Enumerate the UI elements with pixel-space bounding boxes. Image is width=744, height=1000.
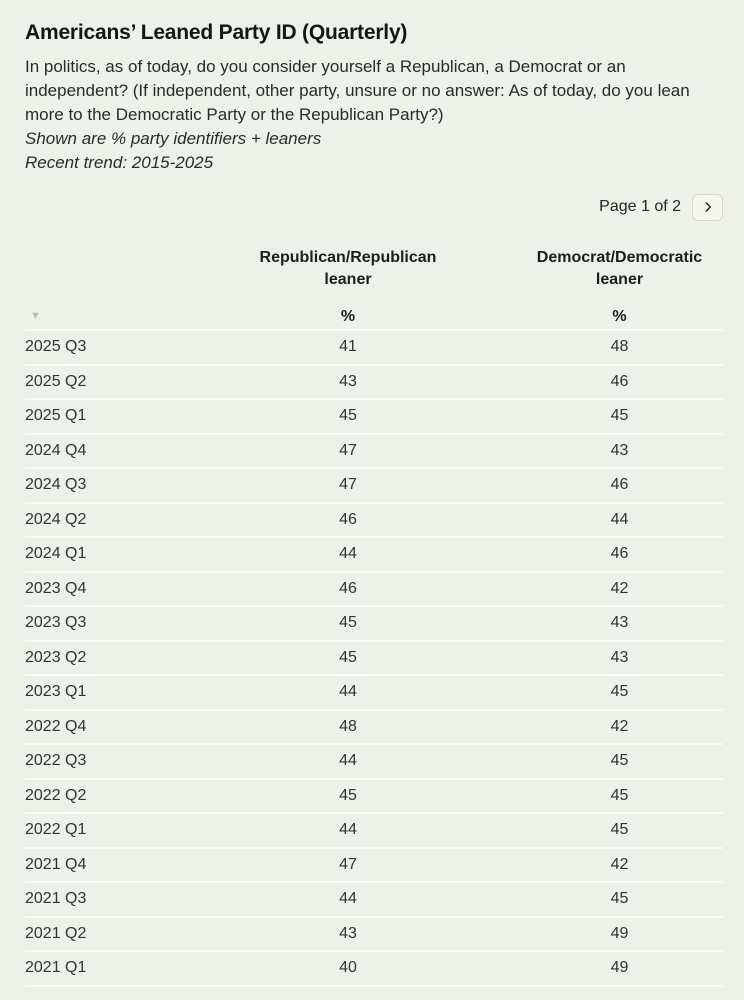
- democrat-value: 43: [610, 614, 629, 632]
- table-row: 2025 Q3 41 48: [25, 331, 723, 366]
- republican-value: 44: [339, 821, 357, 839]
- table-header-row: Republican/Republican leaner Democrat/De…: [25, 247, 723, 291]
- republican-value: 40: [339, 959, 357, 977]
- table-row: 2023 Q4 46 42: [25, 573, 723, 607]
- table-row: 2024 Q3 47 46: [25, 469, 723, 504]
- row-quarter-label: 2022 Q2: [25, 786, 87, 804]
- table-row: 2023 Q1 44 45: [25, 676, 723, 711]
- democrat-value: 44: [610, 510, 629, 528]
- republican-value: 46: [339, 510, 357, 528]
- democrat-value: 42: [610, 855, 629, 873]
- democrat-value: 42: [610, 717, 629, 735]
- row-quarter-label: 2025 Q1: [25, 407, 87, 425]
- democrat-value: 45: [610, 890, 629, 908]
- republican-value: 43: [339, 372, 357, 390]
- democrat-value: 46: [610, 545, 629, 563]
- table-row: 2023 Q3 45 43: [25, 607, 723, 642]
- table-row: 2021 Q2 43 49: [25, 918, 723, 952]
- column-header-republican[interactable]: Republican/Republican leaner: [259, 249, 437, 288]
- table-row: 2024 Q1 44 46: [25, 538, 723, 573]
- democrat-value: 49: [610, 959, 629, 977]
- row-quarter-label: 2023 Q2: [25, 648, 87, 666]
- democrat-value: 46: [610, 372, 629, 390]
- table-row: 2023 Q2 45 43: [25, 642, 723, 676]
- table-row: 2025 Q1 45 45: [25, 400, 723, 435]
- quarter-column-header: [25, 247, 180, 291]
- row-quarter-label: 2021 Q2: [25, 924, 87, 942]
- row-quarter-label: 2022 Q4: [25, 717, 87, 735]
- democrat-value: 43: [610, 441, 629, 459]
- row-quarter-label: 2022 Q3: [25, 752, 87, 770]
- republican-value: 45: [339, 407, 357, 425]
- republican-value: 47: [339, 441, 357, 459]
- table-body: 2025 Q3 41 48 2025 Q2 43 46 2025 Q1 45 45 2024 Q4…: [25, 331, 723, 987]
- table-row: 2021 Q3 44 45: [25, 883, 723, 918]
- pagination: Page 1 of 2: [25, 193, 723, 221]
- republican-value: 44: [339, 752, 357, 770]
- chevron-right-icon: [701, 200, 715, 214]
- row-quarter-label: 2024 Q1: [25, 545, 87, 563]
- table-row: 2022 Q3 44 45: [25, 745, 723, 780]
- row-quarter-label: 2024 Q2: [25, 510, 87, 528]
- republican-value: 43: [339, 924, 357, 942]
- table-row: 2022 Q1 44 45: [25, 814, 723, 849]
- republican-value: 45: [339, 786, 357, 804]
- republican-value: 46: [339, 579, 357, 597]
- table-row: 2025 Q2 43 46: [25, 366, 723, 400]
- democrat-value: 42: [610, 579, 629, 597]
- republican-value: 44: [339, 545, 357, 563]
- row-quarter-label: 2021 Q4: [25, 855, 87, 873]
- column-header-democrat[interactable]: Democrat/Democratic leaner: [536, 249, 703, 288]
- republican-value: 47: [339, 855, 357, 873]
- democrat-value: 46: [610, 476, 629, 494]
- row-quarter-label: 2024 Q3: [25, 476, 87, 494]
- row-quarter-label: 2022 Q1: [25, 821, 87, 839]
- row-quarter-label: 2021 Q1: [25, 959, 87, 977]
- democrat-value: 45: [610, 752, 629, 770]
- row-quarter-label: 2021 Q3: [25, 890, 87, 908]
- note-shown: Shown are % party identifiers + leaners: [25, 129, 322, 148]
- republican-value: 47: [339, 476, 357, 494]
- page-title: Americans’ Leaned Party ID (Quarterly): [25, 21, 408, 44]
- democrat-value: 48: [610, 338, 629, 356]
- row-quarter-label: 2023 Q4: [25, 579, 87, 597]
- table-row: 2024 Q4 47 43: [25, 435, 723, 469]
- sort-descending-icon[interactable]: ▼: [30, 310, 41, 322]
- unit-label-republican: %: [340, 307, 356, 325]
- table-row: 2022 Q2 45 45: [25, 780, 723, 814]
- republican-value: 45: [339, 648, 357, 666]
- republican-value: 48: [339, 717, 357, 735]
- table-row: 2021 Q1 40 49: [25, 952, 723, 987]
- republican-value: 44: [339, 890, 357, 908]
- unit-label-democrat: %: [612, 307, 627, 325]
- note-trend: Recent trend: 2015-2025: [25, 153, 214, 172]
- row-quarter-label: 2023 Q3: [25, 614, 87, 632]
- republican-value: 45: [339, 614, 357, 632]
- democrat-value: 45: [610, 786, 629, 804]
- democrat-value: 45: [610, 407, 629, 425]
- row-quarter-label: 2023 Q1: [25, 683, 87, 701]
- table-row: 2024 Q2 46 44: [25, 504, 723, 538]
- democrat-value: 45: [610, 821, 629, 839]
- democrat-value: 43: [610, 648, 629, 666]
- democrat-value: 49: [610, 924, 629, 942]
- row-quarter-label: 2024 Q4: [25, 441, 87, 459]
- table-row: 2021 Q4 47 42: [25, 849, 723, 883]
- democrat-value: 45: [610, 683, 629, 701]
- table-row: 2022 Q4 48 42: [25, 711, 723, 745]
- page-indicator: Page 1 of 2: [599, 198, 681, 215]
- republican-value: 44: [339, 683, 357, 701]
- next-page-button[interactable]: [692, 193, 723, 221]
- survey-question-text: In politics, as of today, do you conside…: [25, 57, 690, 124]
- row-quarter-label: 2025 Q3: [25, 338, 87, 356]
- row-quarter-label: 2025 Q2: [25, 372, 87, 390]
- table-unit-row: ▼ % %: [25, 304, 723, 331]
- republican-value: 41: [339, 338, 357, 356]
